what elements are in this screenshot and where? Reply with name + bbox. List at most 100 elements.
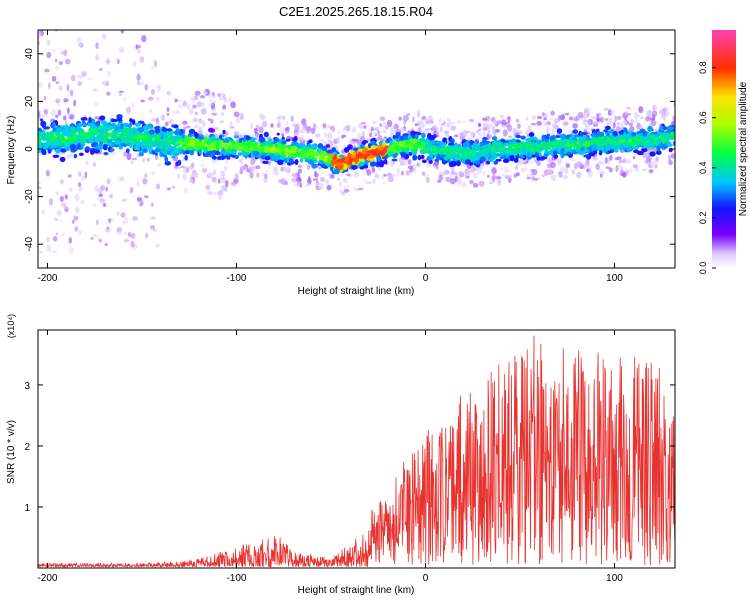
spectrogram-speck [132,157,138,161]
spectrogram-cell [473,142,478,149]
spectrogram-cell [127,128,132,132]
spectrogram-speck [476,168,482,175]
spectrogram-cell [262,160,269,164]
spectrogram-cell [263,131,269,138]
spectrogram-speck [80,199,85,204]
spectrogram-speck [151,88,155,95]
spectrogram-speck [51,24,57,29]
spectrogram-cell [412,154,418,161]
spectrogram-speck [445,132,450,137]
spectrogram-cell [550,135,555,141]
spectrogram-speck [546,126,550,134]
spectrogram-speck [59,179,65,185]
spectrogram-cell [163,134,168,139]
spectrogram-speck [70,74,76,82]
spectrogram-speck [224,160,229,165]
spectrogram-speck [493,131,497,137]
spectrogram-speck [426,163,431,168]
spectrogram-speck [553,118,560,124]
spectrogram-speck [275,116,282,120]
spectrogram-cell [38,131,43,137]
spectrogram-cell [582,134,587,140]
spectrogram-speck [320,177,325,182]
spectrogram-speck [239,165,245,171]
spectrogram-cell [55,148,61,154]
spectrogram-speck [320,139,325,143]
spectrogram-speck [139,56,145,63]
spectrogram-cell [119,132,125,137]
spectrogram-speck [252,165,257,171]
spectrogram-cell [421,132,426,139]
spectrogram-cell [286,144,292,149]
spectrogram-speck [502,129,508,137]
spectrogram-speck [440,125,443,133]
spectrogram-cell [152,141,158,147]
spectrogram-speck [55,114,59,119]
spectrogram-cell [187,142,192,146]
spectrogram-speck [182,174,187,181]
spectrogram-cell [583,140,591,147]
spectrogram-xlabel: Height of straight line (km) [298,286,415,297]
spectrogram-cell [215,141,220,147]
spectrogram-speck [542,174,545,178]
spectrogram-speck [604,156,608,164]
spectrogram-speck [250,134,257,137]
spectrogram-cell [380,152,384,157]
spectrogram-cell [661,143,667,150]
spectrogram-speck [233,111,240,118]
spectrogram-speck [156,84,161,92]
spectrogram-cell [76,125,81,133]
spectrogram-speck [295,176,302,183]
spectrogram-cell [38,140,43,146]
spectrogram-cell [493,141,497,147]
spectrogram-speck [92,203,97,208]
spectrogram-speck [68,174,72,178]
spectrogram-speck [460,173,465,177]
spectrogram-speck [352,141,356,145]
snr-xtick-label: -100 [226,573,246,584]
spectrogram-cell [534,146,540,151]
spectrogram-speck [74,226,78,232]
spectrogram-speck [223,97,228,103]
spectrogram-speck [184,187,188,194]
spectrogram-cell [466,139,470,146]
spectrogram-cell [399,135,405,141]
spectrogram-speck [324,132,327,138]
spectrogram-speck [240,157,244,165]
spectrogram-speck [191,169,197,175]
spectrogram-speck [502,174,507,177]
spectrogram-cell [417,154,422,161]
spectrogram-speck [457,178,462,186]
spectrogram-cell [455,160,461,167]
spectrogram-cell [325,144,330,148]
spectrogram-cell [667,126,675,130]
spectrogram-speck [298,168,302,174]
spectrogram-speck [660,114,666,119]
spectrogram-speck [372,120,377,124]
spectrogram-cell [164,156,169,163]
spectrogram-cell [381,156,388,160]
spectrogram-speck [46,39,51,46]
spectrogram-speck [564,112,570,116]
spectrogram-xtick-label: -200 [37,273,57,284]
spectrogram-speck [60,202,67,207]
spectrogram-cell [252,137,257,141]
spectrogram-speck [136,73,141,81]
spectrogram-speck [78,42,84,48]
spectrogram-speck [102,203,107,207]
spectrogram-speck [565,163,571,168]
spectrogram-speck [401,127,405,133]
figure-title: C2E1.2025.265.18.15.R04 [279,4,433,19]
spectrogram-speck [363,125,367,129]
spectrogram-cell [504,142,510,146]
spectrogram-cell [521,148,528,154]
spectrogram-speck [536,161,541,166]
spectrogram-cell [208,147,215,151]
spectrogram-cell [44,138,51,142]
spectrogram-speck [396,173,400,178]
spectrogram-speck [504,169,510,173]
spectrogram-cell [548,142,552,146]
spectrogram-cell [276,154,281,158]
spectrogram-speck [379,123,383,127]
spectrogram-speck [73,215,79,221]
